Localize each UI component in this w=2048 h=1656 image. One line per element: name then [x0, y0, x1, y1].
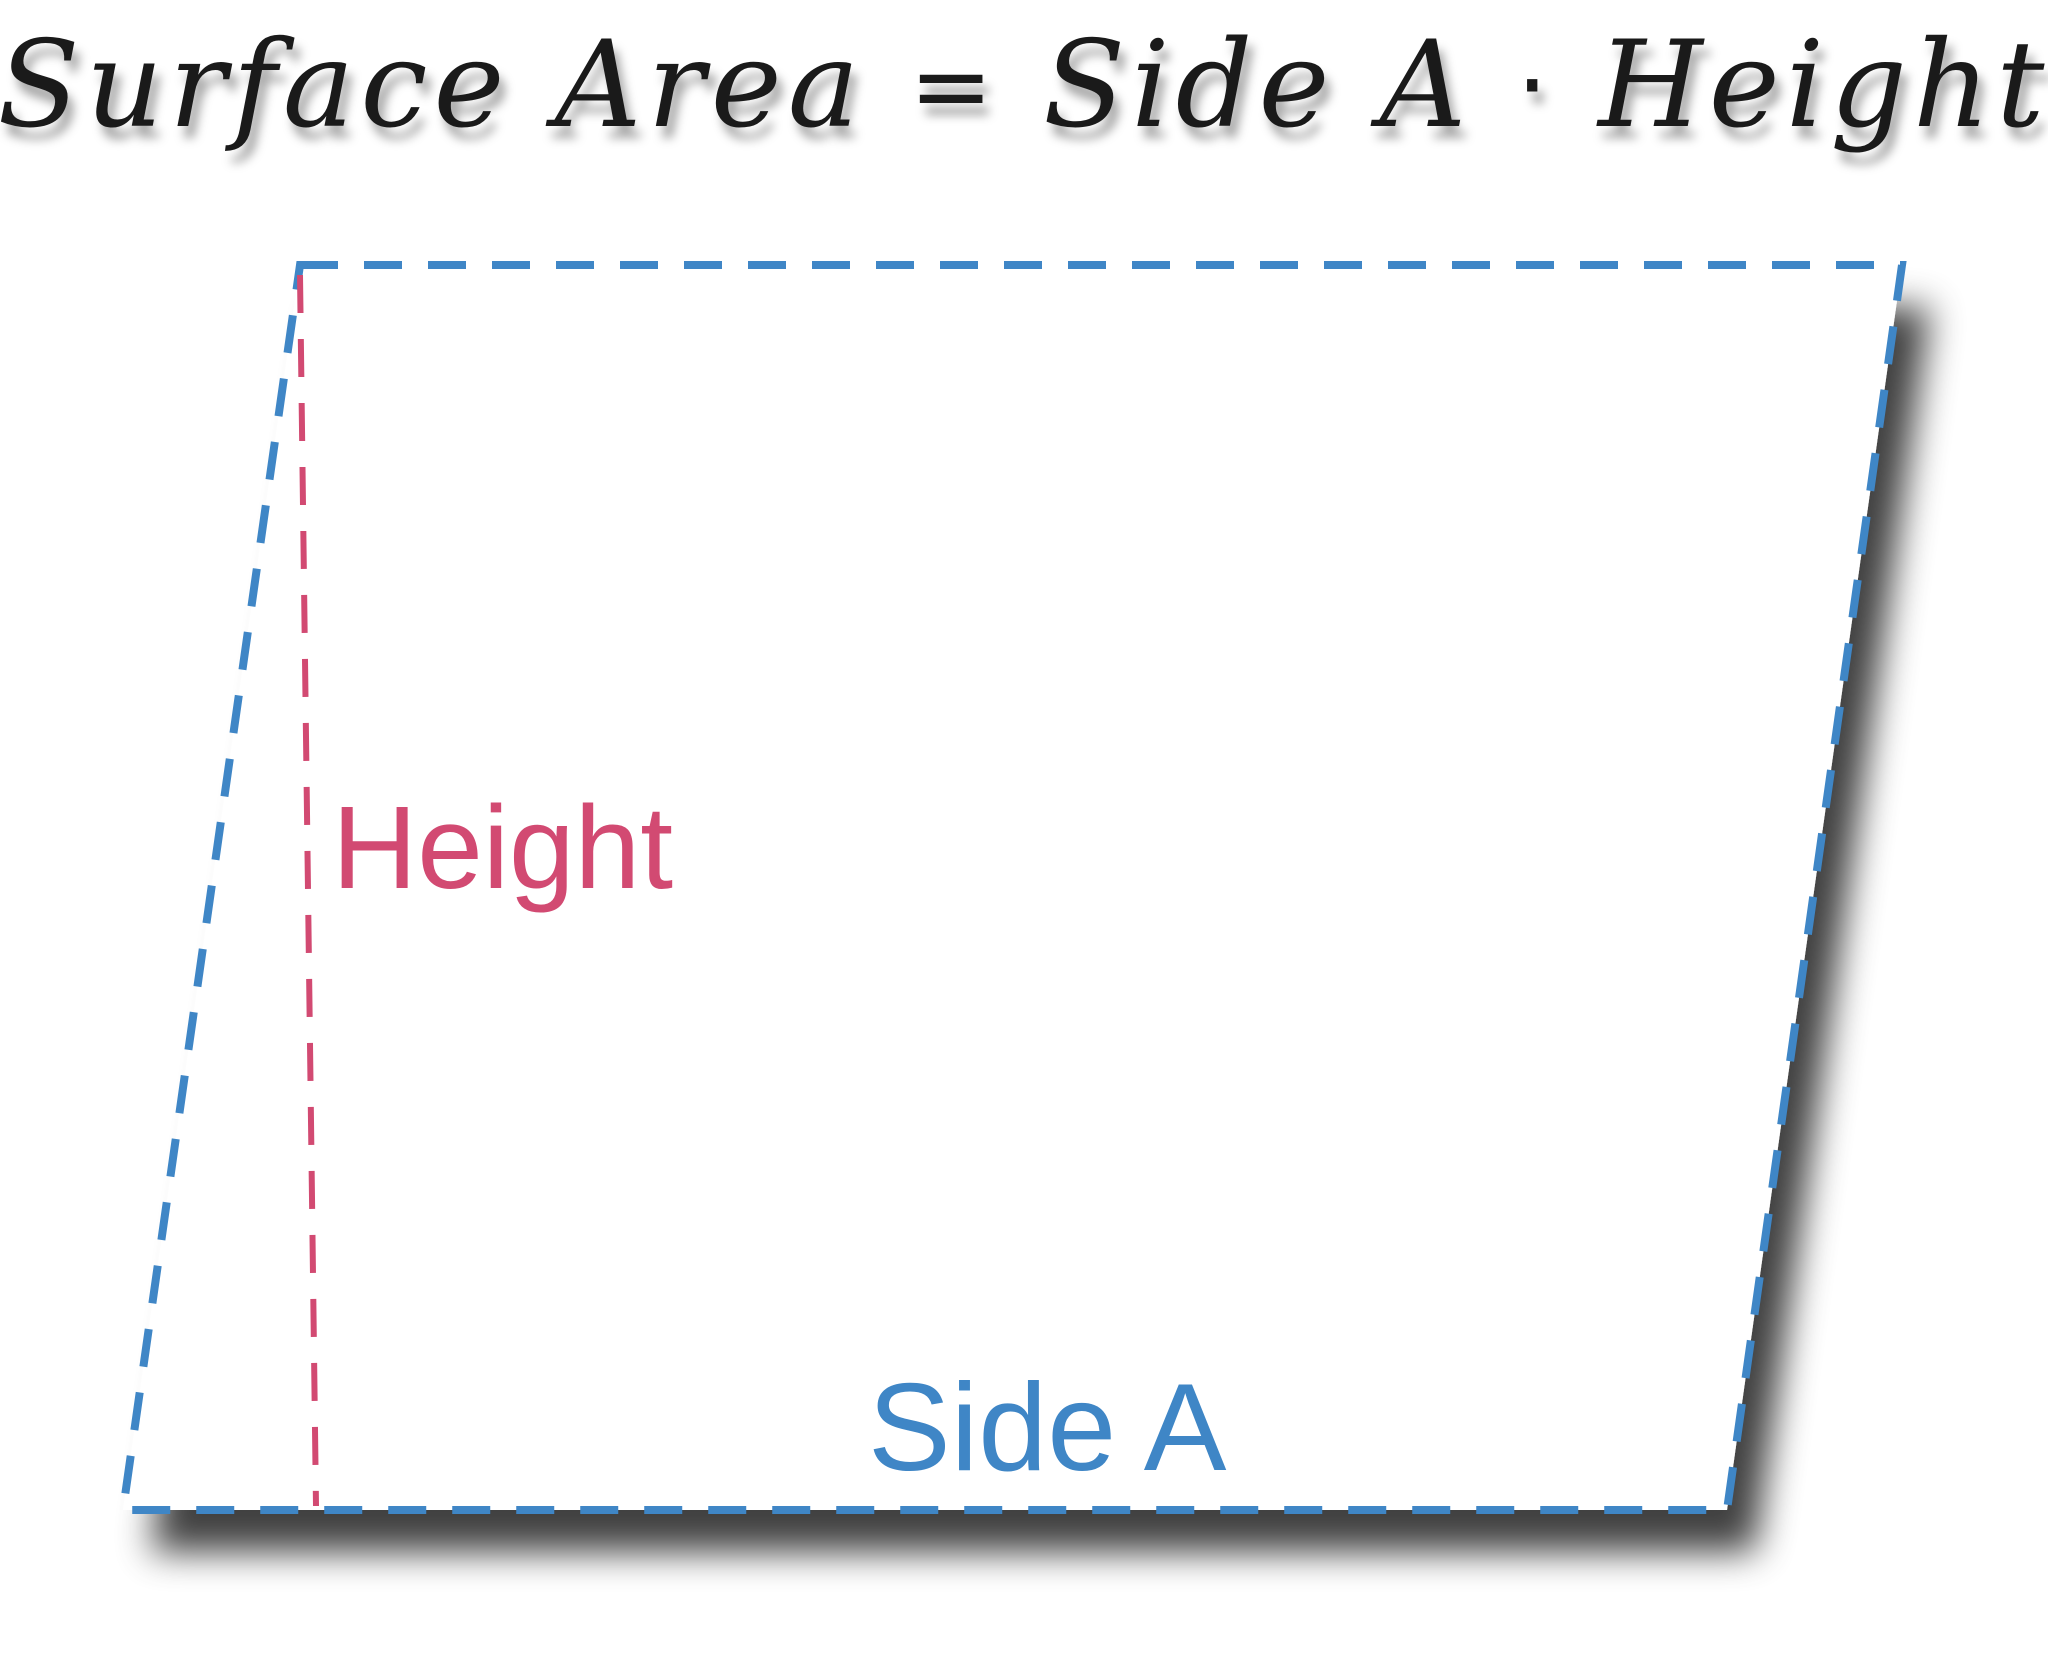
formula: Surface Area = Side A · Height	[0, 0, 2048, 170]
formula-equals-sign: =	[909, 26, 1000, 144]
parallelogram-outline-dashed	[118, 261, 1907, 1514]
parallelogram-shape	[123, 265, 1902, 1510]
formula-multiply-dot: ·	[1516, 26, 1555, 144]
height-line-dashed	[297, 274, 319, 1507]
height-label: Height	[332, 782, 673, 914]
formula-side-a: Side A	[1043, 15, 1473, 155]
formula-height: Height	[1598, 15, 2048, 155]
formula-surface-area: Surface Area	[0, 15, 866, 155]
side-a-label: Side A	[868, 1359, 1227, 1497]
